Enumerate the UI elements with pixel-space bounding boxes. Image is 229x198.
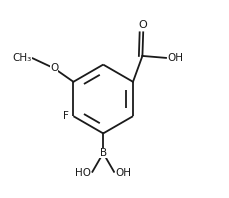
Text: O: O: [50, 63, 58, 73]
Text: CH₃: CH₃: [12, 53, 32, 63]
Text: F: F: [62, 111, 68, 121]
Text: O: O: [138, 20, 147, 30]
Text: B: B: [99, 148, 106, 158]
Text: OH: OH: [114, 168, 131, 178]
Text: HO: HO: [75, 168, 91, 178]
Text: OH: OH: [166, 53, 182, 63]
